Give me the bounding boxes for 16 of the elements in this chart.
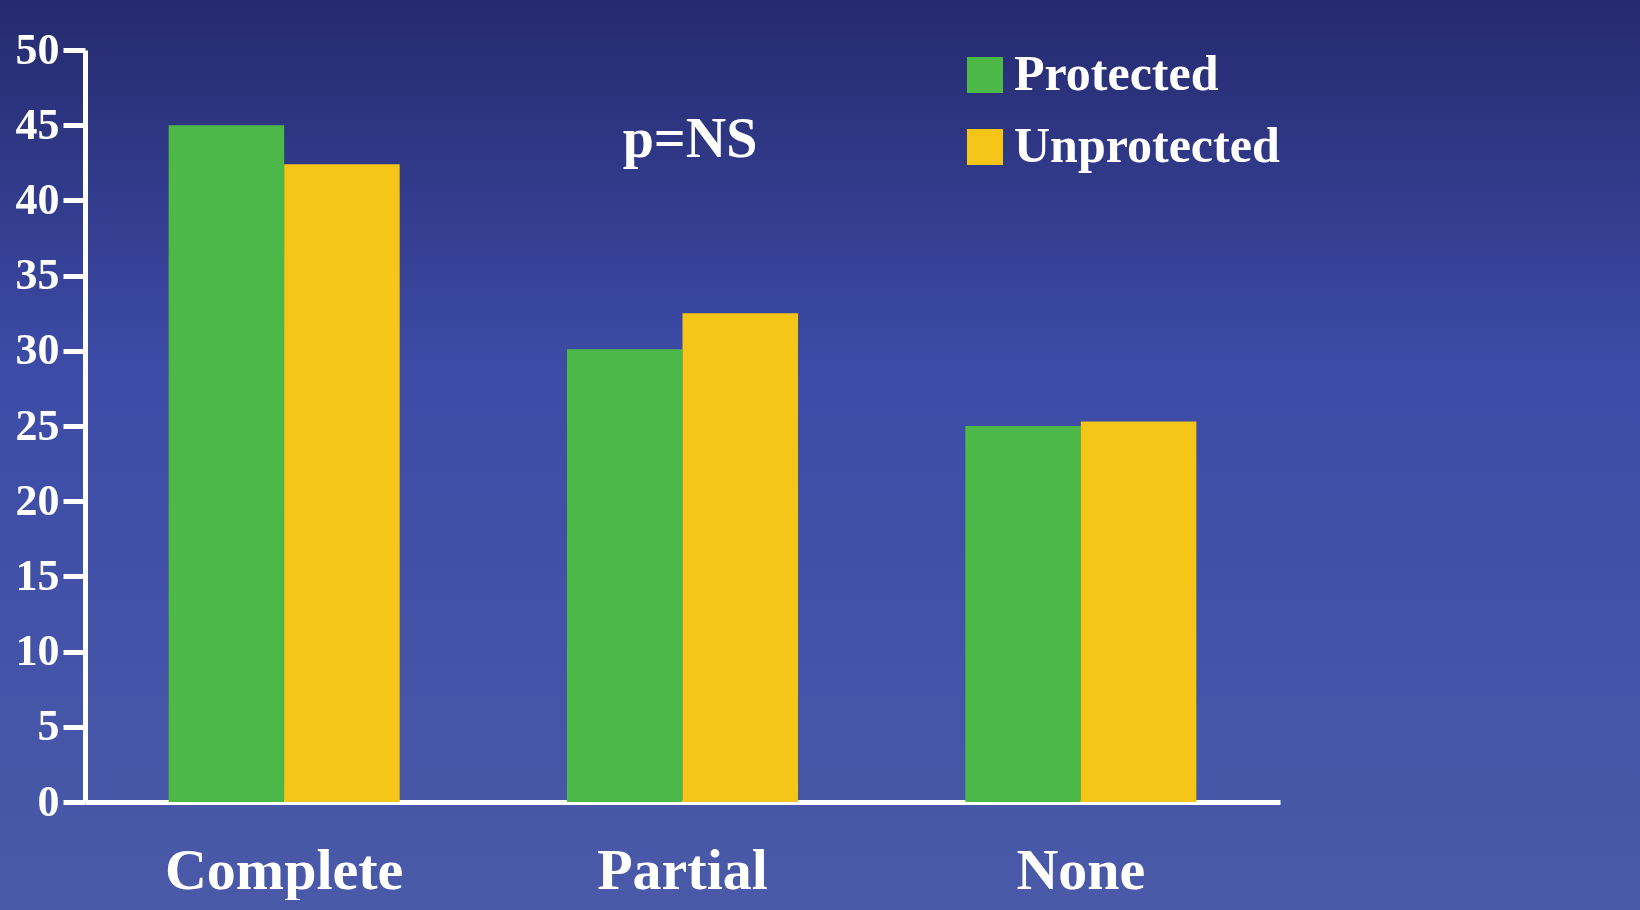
y-tick-label: 30	[15, 325, 60, 375]
y-tick-label: 0	[37, 776, 60, 826]
y-tick-label: 25	[15, 400, 60, 450]
y-tick-label: 40	[15, 174, 60, 224]
legend-label: Protected	[1014, 45, 1219, 101]
y-tick-label: 50	[15, 24, 60, 74]
y-tick-label: 35	[15, 250, 60, 300]
y-tick-label: 15	[15, 550, 60, 600]
y-tick-label: 10	[15, 626, 60, 676]
x-tick-label: Partial	[597, 836, 768, 902]
legend-label: Unprotected	[1014, 117, 1280, 173]
annotation: p=NS	[622, 107, 758, 169]
y-tick-label: 45	[15, 99, 60, 149]
x-tick-label: None	[1016, 836, 1146, 902]
y-tick-label: 20	[15, 475, 60, 525]
y-tick-label: 5	[37, 701, 60, 751]
